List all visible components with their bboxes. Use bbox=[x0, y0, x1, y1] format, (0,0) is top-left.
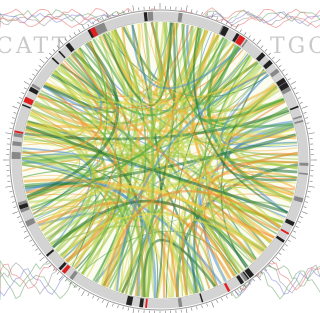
band bbox=[234, 37, 237, 39]
band bbox=[26, 106, 27, 107]
band bbox=[97, 28, 101, 30]
band bbox=[28, 99, 30, 104]
band bbox=[294, 107, 295, 109]
circos-illustration: CATT TGCC bbox=[0, 0, 320, 313]
band bbox=[72, 274, 75, 276]
band bbox=[247, 271, 251, 274]
band bbox=[101, 27, 105, 29]
band bbox=[33, 89, 35, 93]
band bbox=[226, 287, 228, 288]
band bbox=[285, 88, 287, 92]
band bbox=[283, 84, 286, 88]
band bbox=[243, 276, 246, 278]
band bbox=[244, 43, 245, 44]
band bbox=[65, 268, 68, 270]
band bbox=[68, 46, 71, 49]
band bbox=[55, 60, 56, 61]
band bbox=[92, 31, 96, 33]
band bbox=[289, 220, 291, 224]
band bbox=[239, 279, 242, 281]
band bbox=[273, 71, 276, 74]
band bbox=[61, 54, 62, 55]
band bbox=[284, 231, 285, 233]
band bbox=[281, 82, 282, 84]
band bbox=[29, 220, 31, 225]
band bbox=[259, 55, 262, 58]
band bbox=[23, 204, 24, 208]
band bbox=[49, 252, 50, 254]
band bbox=[178, 17, 182, 18]
band bbox=[266, 63, 269, 66]
band bbox=[24, 208, 25, 211]
band bbox=[35, 86, 36, 88]
band bbox=[298, 197, 299, 201]
band bbox=[222, 30, 227, 32]
band bbox=[280, 238, 281, 240]
band bbox=[239, 40, 242, 42]
band bbox=[62, 265, 64, 267]
band bbox=[22, 201, 23, 204]
sequence-text: TGCC bbox=[270, 34, 320, 59]
band bbox=[18, 133, 19, 137]
band bbox=[127, 300, 132, 301]
